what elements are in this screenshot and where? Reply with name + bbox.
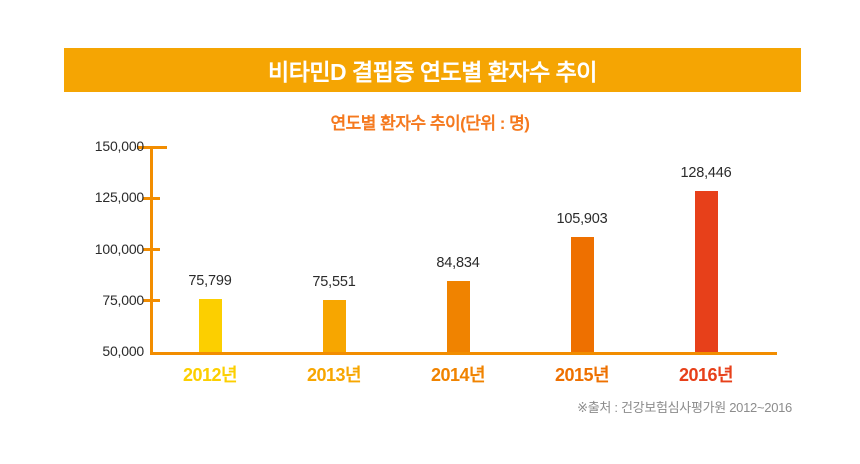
bar-2014년 xyxy=(446,280,470,352)
y-tick-label: 75,000 xyxy=(102,291,144,308)
value-label-2012년: 75,799 xyxy=(188,273,232,290)
y-tick-label: 100,000 xyxy=(94,240,144,257)
category-label-2014년: 2014년 xyxy=(430,365,486,385)
value-label-2014년: 84,834 xyxy=(436,254,480,271)
bar-2015년 xyxy=(570,237,594,352)
y-tick-mark xyxy=(143,248,160,251)
y-tick-label: 125,000 xyxy=(94,189,144,206)
source-note: ※출처 : 건강보험심사평가원 2012~2016 xyxy=(577,400,792,415)
x-axis-line xyxy=(150,352,777,355)
bar-2016년 xyxy=(694,191,718,352)
category-label-2016년: 2016년 xyxy=(678,365,734,385)
category-label-2012년: 2012년 xyxy=(182,365,238,385)
category-label-2015년: 2015년 xyxy=(554,365,610,385)
y-tick-label: 150,000 xyxy=(94,138,144,154)
title-banner: 비타민D 결핍증 연도별 환자수 추이 xyxy=(64,48,801,92)
y-tick-mark xyxy=(143,299,160,303)
y-tick-mark xyxy=(143,196,160,200)
page-title: 비타민D 결핍증 연도별 환자수 추이 xyxy=(268,59,597,85)
value-label-2013년: 75,551 xyxy=(312,273,356,290)
bar-2012년 xyxy=(198,299,222,352)
value-label-2015년: 105,903 xyxy=(556,211,608,228)
category-label-2013년: 2013년 xyxy=(306,365,362,385)
value-label-2016년: 128,446 xyxy=(680,165,732,182)
bar-2013년 xyxy=(322,299,346,352)
y-tick-mark xyxy=(136,145,167,149)
y-tick-label: 50,000 xyxy=(102,343,144,359)
chart-subtitle: 연도별 환자수 추이(단위 : 명) xyxy=(330,114,530,133)
